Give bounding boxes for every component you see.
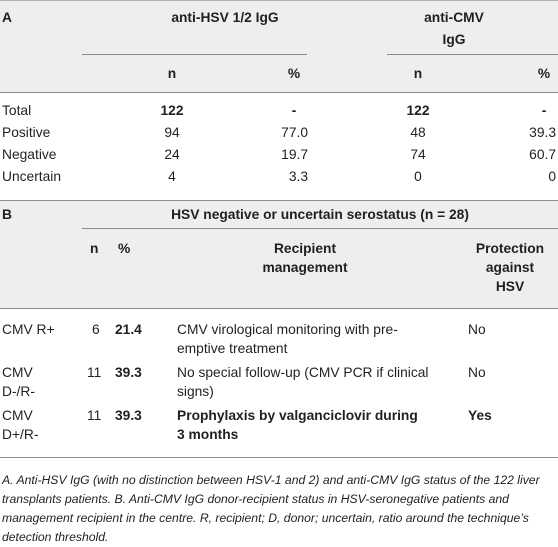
- group-label-line2: D-/R-: [2, 384, 35, 399]
- cmv-n-cell: 0: [414, 169, 422, 184]
- group-label-line2: D+/R-: [2, 427, 39, 442]
- hsv-header-rule: [82, 54, 307, 55]
- recipient-management-header-line1: Recipient: [273, 241, 337, 256]
- hsv-column-header: anti-HSV 1/2 IgG: [171, 10, 279, 25]
- group-label-line1: CMV: [2, 408, 33, 423]
- cmv-column-header-line2: IgG: [442, 32, 466, 47]
- table-b-label: B: [2, 207, 12, 222]
- n-cell: 11: [87, 365, 102, 380]
- hsv-n-cell: 122: [160, 103, 184, 118]
- cmv-pct-cell: 60.7: [529, 147, 556, 162]
- top-rule: [0, 0, 558, 1]
- table-footnote: A. Anti-HSV IgG (with no distinction bet…: [2, 473, 540, 544]
- row-label: Positive: [2, 125, 51, 140]
- cmv-header-rule: [387, 54, 558, 55]
- table-b-span-header: HSV negative or uncertain serostatus (n …: [171, 207, 469, 222]
- table-b-span-rule: [82, 228, 558, 229]
- management-cell-line1: CMV virological monitoring with pre-: [177, 322, 398, 337]
- table-a-label: A: [2, 10, 12, 25]
- protection-cell: No: [468, 365, 486, 380]
- cmv-pct-cell: 0: [548, 169, 556, 184]
- table-b-header-band: [0, 200, 558, 228]
- management-cell-line1: No special follow-up (CMV PCR if clinica…: [177, 365, 429, 380]
- protection-cell: Yes: [468, 408, 492, 423]
- group-label-line1: CMV: [2, 365, 33, 380]
- cmv-pct-header: %: [537, 66, 551, 81]
- table-b-top-rule: [0, 200, 558, 201]
- hsv-n-cell: 94: [164, 125, 180, 140]
- hsv-pct-cell: 19.7: [281, 147, 308, 162]
- management-cell-line2: signs): [177, 384, 214, 399]
- hsv-pct-cell: -: [291, 103, 297, 118]
- table-a-header-rule: [0, 92, 558, 93]
- hsv-n-cell: 4: [168, 169, 176, 184]
- pct-cell: 39.3: [115, 408, 142, 423]
- table-bottom-rule: [0, 457, 558, 458]
- hsv-pct-cell: 77.0: [281, 125, 308, 140]
- table-b-subheader-band: [0, 228, 558, 308]
- table-a-header-band: [0, 0, 558, 54]
- table-b-header-rule: [0, 308, 558, 309]
- cmv-n-cell: 48: [410, 125, 426, 140]
- table-b-n-header: n: [90, 241, 99, 256]
- recipient-management-header-line2: management: [262, 260, 348, 275]
- cmv-n-cell: 74: [410, 147, 426, 162]
- cmv-n-header: n: [413, 66, 423, 81]
- cmv-pct-cell: 39.3: [529, 125, 556, 140]
- row-label: Uncertain: [2, 169, 62, 184]
- table-a-subheader-band: [0, 54, 558, 92]
- protection-header-line2: against: [485, 260, 535, 275]
- management-cell-line2: 3 months: [177, 427, 239, 442]
- row-label: Negative: [2, 147, 57, 162]
- cmv-column-header-line1: anti-CMV: [424, 10, 484, 25]
- protection-cell: No: [468, 322, 486, 337]
- n-cell: 6: [92, 322, 100, 337]
- hsv-pct-cell: 3.3: [288, 169, 308, 184]
- management-cell-line2: emptive treatment: [177, 341, 288, 356]
- n-cell: 11: [87, 408, 102, 423]
- protection-header-line3: HSV: [495, 279, 525, 294]
- row-label: Total: [2, 103, 32, 118]
- management-cell-line1: Prophylaxis by valganciclovir during: [177, 408, 418, 423]
- hsv-n-cell: 24: [164, 147, 180, 162]
- hsv-n-header: n: [167, 66, 177, 81]
- table-b-pct-header: %: [118, 241, 131, 256]
- group-label: CMV R+: [2, 322, 55, 337]
- pct-cell: 21.4: [115, 322, 142, 337]
- cmv-n-cell: 122: [406, 103, 430, 118]
- cmv-pct-cell: -: [541, 103, 547, 118]
- protection-header-line1: Protection: [475, 241, 545, 256]
- pct-cell: 39.3: [115, 365, 142, 380]
- hsv-pct-header: %: [287, 66, 301, 81]
